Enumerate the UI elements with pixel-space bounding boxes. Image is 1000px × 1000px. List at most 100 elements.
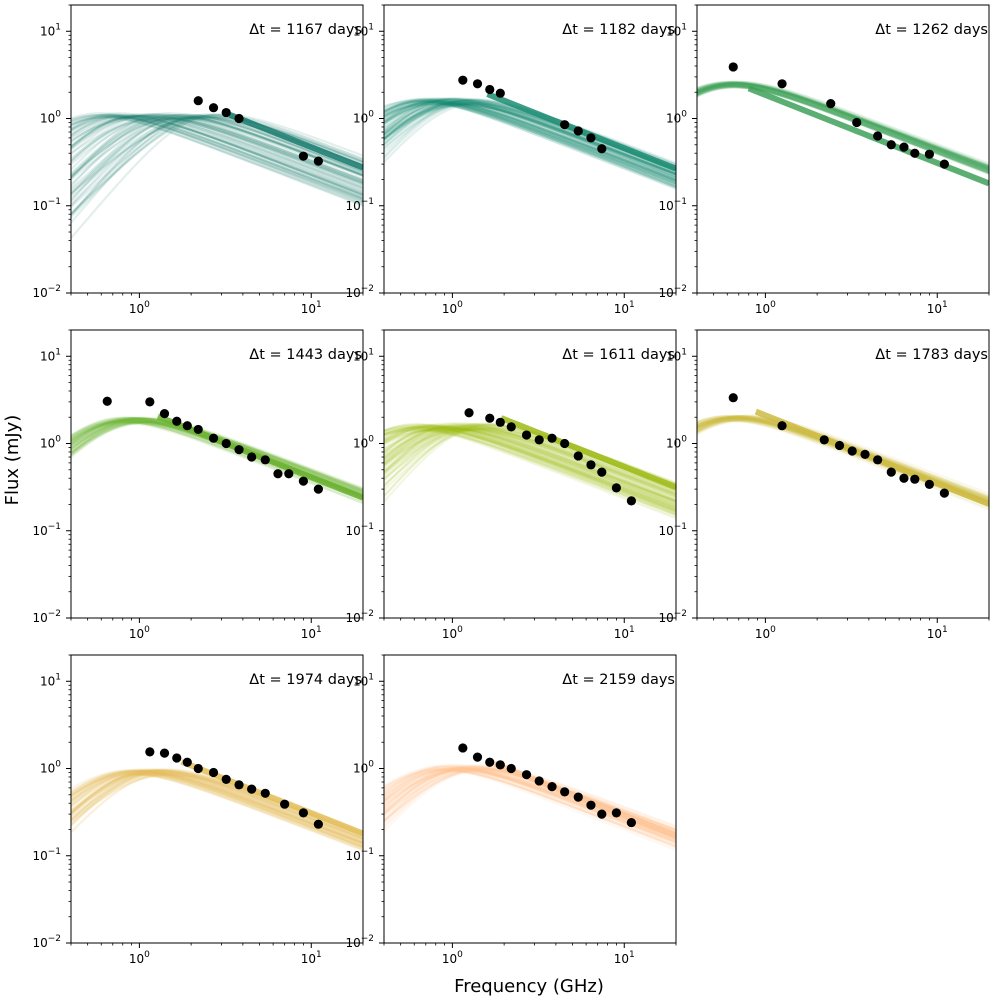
data-point [586,800,596,810]
model-curve [384,427,676,505]
data-point [298,151,308,161]
model-curve [384,426,676,504]
model-curve [384,429,676,516]
model-curve [697,80,989,165]
x-tick-label: 101 [614,625,635,641]
data-point [626,817,636,828]
model-curve [384,102,676,185]
model-curve [697,84,989,169]
model-curve [71,114,363,189]
y-tick-label: 10−2 [345,609,374,625]
axes-frame [696,4,990,294]
x-tick-label: 100 [442,300,463,316]
model-curve [71,116,363,205]
model-curve [697,83,989,173]
ticks: 100 101 10−2 10−1 100 101 [32,4,364,316]
data-points [102,396,323,494]
model-curve [384,425,676,516]
data-point [939,488,949,498]
axes-frame [70,654,364,944]
model-curve [384,425,676,512]
model-curve [384,103,676,187]
model-curve [71,769,363,849]
model-curve [71,116,363,201]
data-points [193,96,323,166]
axes-frame [696,329,990,619]
model-curve [384,422,676,502]
data-points [145,747,323,829]
model-curve [697,82,989,170]
y-tick-label: 101 [40,347,61,363]
model-curve [384,427,676,496]
model-curve [71,117,363,184]
model-curve [697,82,989,168]
model-curve [384,104,676,175]
model-curve [384,426,676,506]
model-curve [71,773,363,851]
model-curve [384,98,676,185]
model-curve [71,770,363,848]
data-point [586,133,596,143]
model-curve [697,82,989,170]
model-curve [71,113,363,196]
model-curve [697,416,989,498]
model-curve [71,113,363,204]
y-tick-label: 100 [353,435,374,451]
model-curve [71,114,363,207]
model-curve [71,114,363,200]
data-point [221,774,231,785]
model-curve [384,428,676,492]
model-curve [71,416,363,489]
data-point [208,103,219,113]
model-curve [384,768,676,847]
model-curve [384,427,676,498]
y-tick-label: 100 [666,435,687,451]
y-tick-label: 10−2 [658,284,687,300]
model-curve [384,425,676,509]
data-point [495,417,505,427]
data-points [728,62,949,169]
model-curve [697,84,989,174]
model-curve [384,425,676,510]
y-axis-label: Flux (mJy) [2,415,23,506]
model-core [228,112,363,171]
model-curve [384,427,676,502]
model-curve [71,114,363,185]
model-curve [697,84,989,175]
data-point [145,397,155,407]
y-tick-label: 100 [40,110,61,126]
model-curve [697,84,989,175]
y-tick-label: 101 [40,672,61,688]
model-curve [384,100,676,180]
model-curve [71,114,363,188]
axes-frame [383,4,677,294]
model-curve [384,425,676,516]
data-point [939,159,949,169]
y-tick-label: 101 [666,22,687,38]
model-curve [697,84,989,174]
model-curve [71,114,363,203]
model-curve [697,81,989,171]
model-curve [71,113,363,178]
model-curve [71,773,363,840]
data-point [284,469,294,479]
data-point [182,421,192,431]
data-point [182,757,192,767]
data-point [910,148,920,158]
data-point [159,409,170,419]
model-curve [384,97,676,175]
model-curve [384,99,676,176]
model-curve [71,116,363,216]
y-tick-label: 101 [353,22,374,38]
model-curve [71,113,363,219]
model-curve [71,771,363,851]
panel-label: Δt = 2159 days [562,672,675,688]
data-point [485,413,495,423]
model-curve [384,99,676,176]
model-curve [697,81,989,171]
model-curve [384,428,676,502]
model-curve [71,115,363,200]
y-tick-label: 10−2 [32,284,61,300]
model-curve [384,102,676,182]
model-curve [384,102,676,176]
